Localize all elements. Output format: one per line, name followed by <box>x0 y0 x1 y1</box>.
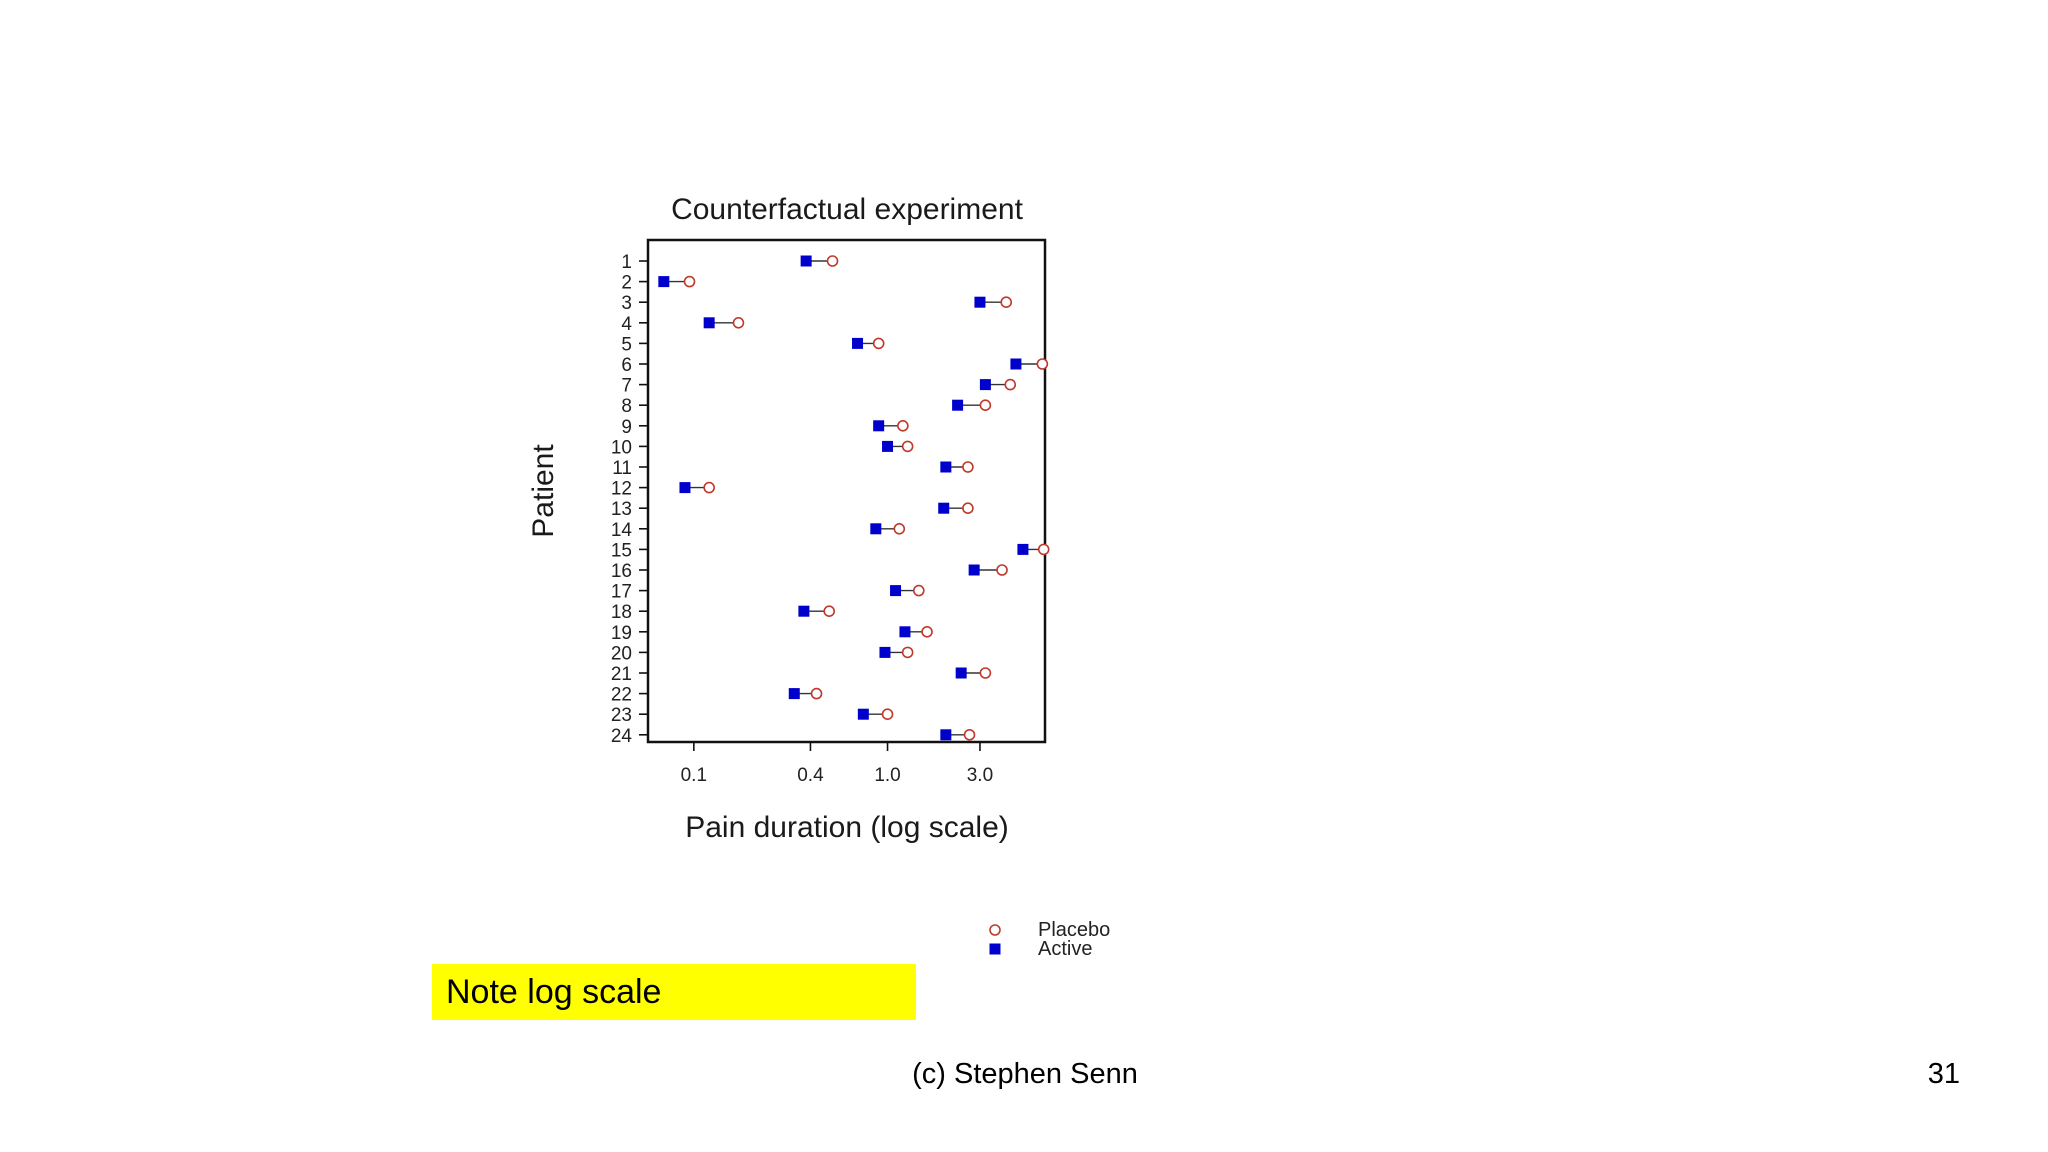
chart-title: Counterfactual experiment <box>671 193 1024 226</box>
active-point <box>940 729 952 741</box>
plot-marks <box>658 255 1050 741</box>
slide-number: 31 <box>1927 1058 1960 1090</box>
y-tick-label: 1 <box>621 252 632 273</box>
y-tick-label: 21 <box>611 664 632 685</box>
y-tick-label: 19 <box>611 623 632 644</box>
active-point <box>870 523 882 535</box>
placebo-point <box>703 481 715 494</box>
y-tick-label: 23 <box>611 705 632 726</box>
y-tick-label: 6 <box>621 355 632 376</box>
active-point <box>873 420 885 432</box>
active-point <box>1017 543 1029 555</box>
active-point <box>968 564 980 576</box>
note-highlight: Note log scale <box>432 964 916 1020</box>
x-axis-label: Pain duration (log scale) <box>685 811 1009 844</box>
placebo-point <box>963 728 976 741</box>
y-tick-label: 10 <box>611 437 632 458</box>
legend-label: Placebo <box>1038 919 1110 941</box>
placebo-point <box>683 275 696 288</box>
x-axis: 0.1 0.4 1.0 3.0 <box>681 742 993 786</box>
active-point <box>800 255 812 267</box>
active-point <box>679 482 691 494</box>
y-tick-label: 18 <box>611 602 632 623</box>
placebo-point <box>823 605 836 618</box>
legend-placebo-marker <box>989 924 1001 936</box>
y-tick-label: 24 <box>611 726 633 747</box>
y-tick-label: 20 <box>611 643 632 664</box>
x-tick-label: 0.1 <box>681 765 707 786</box>
footer-copyright: (c) Stephen Senn <box>912 1058 1138 1090</box>
active-point <box>955 667 967 679</box>
placebo-point <box>881 708 894 721</box>
y-tick-label: 8 <box>621 396 632 417</box>
placebo-point <box>921 625 933 638</box>
placebo-point <box>872 337 885 350</box>
y-tick-label: 11 <box>612 458 632 479</box>
x-tick-label: 0.4 <box>797 765 824 786</box>
active-point <box>658 276 670 288</box>
y-axis-label: Patient <box>527 444 560 538</box>
x-tick-label: 1.0 <box>874 765 900 786</box>
placebo-point <box>901 440 914 453</box>
y-tick-label: 7 <box>621 376 632 397</box>
active-point <box>857 708 869 720</box>
placebo-point <box>1037 543 1050 556</box>
y-tick-label: 5 <box>621 334 632 355</box>
placebo-point <box>901 646 914 659</box>
y-tick-label: 3 <box>621 293 632 314</box>
y-tick-label: 15 <box>611 540 632 561</box>
active-point <box>703 317 715 329</box>
y-tick-label: 13 <box>611 499 632 520</box>
active-point <box>852 337 864 349</box>
placebo-point <box>897 419 909 432</box>
y-tick-label: 14 <box>611 520 633 541</box>
placebo-point <box>962 502 974 515</box>
placebo-point <box>979 667 992 679</box>
active-point <box>974 296 986 308</box>
x-tick-label: 3.0 <box>967 765 993 786</box>
active-point <box>979 379 991 391</box>
placebo-point <box>996 564 1008 576</box>
placebo-point <box>1036 358 1049 370</box>
y-tick-label: 4 <box>621 314 632 335</box>
y-tick-label: 2 <box>621 273 632 294</box>
placebo-point <box>893 522 906 535</box>
active-point <box>798 605 810 617</box>
legend-label: Active <box>1038 938 1092 960</box>
y-tick-label: 22 <box>611 685 632 706</box>
placebo-point <box>1004 378 1017 391</box>
active-point <box>890 585 902 597</box>
placebo-point <box>912 584 925 597</box>
placebo-point <box>732 316 745 329</box>
active-point <box>788 688 800 700</box>
placebo-point <box>962 461 974 473</box>
placebo-point <box>810 687 823 700</box>
active-point <box>1010 358 1022 370</box>
placebo-point <box>979 399 992 412</box>
y-tick-label: 9 <box>621 417 632 438</box>
placebo-point <box>826 255 839 267</box>
active-point <box>899 626 911 638</box>
placebo-point <box>1000 296 1013 309</box>
plot-frame <box>646 238 1047 744</box>
active-point <box>882 440 894 452</box>
active-point <box>940 461 952 473</box>
y-tick-label: 12 <box>611 479 632 500</box>
active-point <box>952 399 964 411</box>
active-point <box>938 502 950 514</box>
legend-active-marker <box>989 943 1001 955</box>
active-point <box>879 646 891 658</box>
y-tick-label: 16 <box>611 561 632 582</box>
y-tick-label: 17 <box>611 582 632 603</box>
